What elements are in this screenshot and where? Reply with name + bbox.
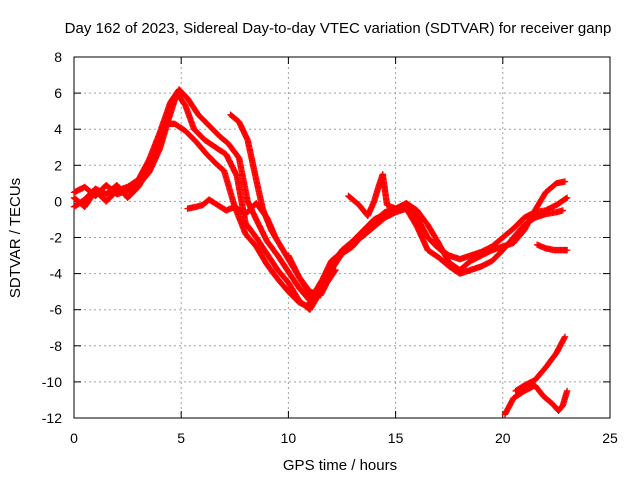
y-tick-label: -8 bbox=[50, 338, 63, 354]
y-tick-label: -2 bbox=[50, 230, 63, 246]
data-point bbox=[563, 194, 571, 201]
series-trace-10 bbox=[533, 241, 571, 254]
y-tick-label: -6 bbox=[50, 302, 63, 318]
series-trace-3 bbox=[70, 86, 567, 304]
series-trace-9 bbox=[512, 333, 569, 395]
x-tick-label: 10 bbox=[281, 430, 297, 446]
x-axis: 0 5 10 15 20 25 bbox=[70, 57, 618, 446]
y-axis-label: SDTVAR / TECUs bbox=[7, 178, 24, 298]
data-point bbox=[331, 267, 338, 275]
y-tick-label: -12 bbox=[42, 410, 62, 426]
y-tick-label: -4 bbox=[50, 266, 63, 282]
x-tick-label: 20 bbox=[495, 430, 511, 446]
y-tick-label: 2 bbox=[54, 157, 62, 173]
data-point bbox=[562, 195, 570, 202]
y-tick-label: 4 bbox=[54, 121, 62, 137]
grid-lines bbox=[74, 57, 610, 418]
series-trace-6 bbox=[285, 252, 339, 299]
chart-title: Day 162 of 2023, Sidereal Day-to-day VTE… bbox=[65, 20, 612, 37]
y-tick-label: -10 bbox=[42, 374, 62, 390]
series-trace-7 bbox=[345, 171, 399, 220]
data-point bbox=[392, 205, 399, 212]
x-tick-label: 25 bbox=[602, 430, 618, 446]
y-tick-label: 8 bbox=[54, 49, 62, 65]
x-tick-label: 5 bbox=[177, 430, 185, 446]
y-tick-label: 0 bbox=[54, 193, 62, 209]
series-trace-2 bbox=[70, 120, 571, 310]
data-point bbox=[332, 266, 339, 274]
y-tick-label: 6 bbox=[54, 85, 62, 101]
x-tick-label: 0 bbox=[70, 430, 78, 446]
data-point bbox=[561, 178, 569, 185]
data-point bbox=[561, 333, 569, 340]
series-trace-5 bbox=[184, 196, 279, 241]
x-axis-label: GPS time / hours bbox=[283, 457, 397, 474]
x-tick-label: 15 bbox=[388, 430, 404, 446]
data-series bbox=[70, 86, 571, 418]
y-axis: -12 -10 -8 -6 -4 -2 0 2 4 6 8 bbox=[42, 49, 610, 426]
series-trace-8 bbox=[501, 382, 571, 418]
data-point bbox=[559, 207, 567, 214]
data-point bbox=[272, 234, 279, 241]
data-point bbox=[563, 387, 571, 395]
data-point bbox=[563, 246, 571, 254]
